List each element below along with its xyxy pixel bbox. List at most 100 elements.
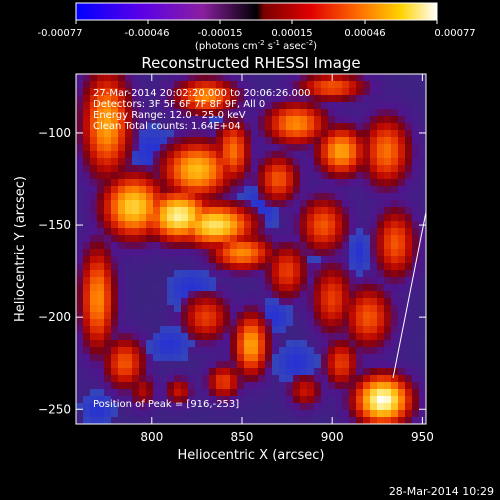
heatmap-cell: [132, 165, 140, 173]
heatmap-cell: [104, 221, 112, 229]
heatmap-cell: [111, 389, 119, 397]
heatmap-cell: [251, 88, 259, 96]
heatmap: [76, 74, 426, 424]
heatmap-cell: [97, 396, 105, 404]
heatmap-cell: [356, 368, 364, 376]
heatmap-cell: [307, 382, 315, 390]
heatmap-cell: [307, 312, 315, 320]
heatmap-cell: [419, 123, 426, 131]
heatmap-cell: [202, 417, 210, 424]
heatmap-cell: [279, 277, 287, 285]
heatmap-cell: [335, 95, 343, 103]
heatmap-cell: [118, 319, 126, 327]
heatmap-cell: [293, 298, 301, 306]
heatmap-cell: [167, 256, 175, 264]
heatmap-cell: [391, 410, 399, 418]
heatmap-cell: [328, 221, 336, 229]
heatmap-cell: [104, 123, 112, 131]
annotation-counts: Clean Total counts: 1.64E+04: [93, 121, 241, 132]
heatmap-cell: [356, 417, 364, 424]
heatmap-cell: [349, 284, 357, 292]
heatmap-cell: [251, 158, 259, 166]
heatmap-cell: [377, 389, 385, 397]
heatmap-cell: [412, 193, 420, 201]
heatmap-cell: [139, 109, 147, 117]
heatmap-cell: [370, 123, 378, 131]
heatmap-cell: [132, 375, 140, 383]
heatmap-cell: [216, 193, 224, 201]
heatmap-cell: [125, 333, 133, 341]
heatmap-cell: [363, 284, 371, 292]
heatmap-cell: [83, 74, 91, 82]
heatmap-cell: [251, 151, 259, 159]
heatmap-cell: [118, 242, 126, 250]
heatmap-cell: [139, 347, 147, 355]
heatmap-cell: [132, 270, 140, 278]
heatmap-cell: [342, 179, 350, 187]
heatmap-cell: [195, 165, 203, 173]
heatmap-cell: [118, 403, 126, 411]
heatmap-cell: [181, 354, 189, 362]
heatmap-cell: [195, 298, 203, 306]
heatmap-cell: [209, 81, 217, 89]
heatmap-cell: [405, 354, 413, 362]
heatmap-cell: [202, 333, 210, 341]
heatmap-cell: [174, 284, 182, 292]
heatmap-cell: [279, 235, 287, 243]
heatmap-cell: [258, 214, 266, 222]
heatmap-cell: [139, 354, 147, 362]
heatmap-cell: [216, 102, 224, 110]
heatmap-cell: [167, 81, 175, 89]
heatmap-cell: [202, 361, 210, 369]
heatmap-cell: [104, 130, 112, 138]
heatmap-cell: [160, 333, 168, 341]
heatmap-cell: [342, 312, 350, 320]
heatmap-cell: [76, 284, 84, 292]
heatmap-cell: [132, 242, 140, 250]
heatmap-cell: [244, 74, 252, 82]
annotation-energy: Energy Range: 12.0 - 25.0 keV: [93, 110, 246, 121]
heatmap-cell: [286, 165, 294, 173]
heatmap-cell: [76, 109, 84, 117]
heatmap-cell: [300, 165, 308, 173]
heatmap-cell: [349, 88, 357, 96]
heatmap-cell: [286, 228, 294, 236]
heatmap-cell: [76, 277, 84, 285]
heatmap-cell: [363, 214, 371, 222]
heatmap-cell: [118, 298, 126, 306]
heatmap-cell: [167, 74, 175, 82]
heatmap-cell: [146, 221, 154, 229]
heatmap-cell: [349, 256, 357, 264]
heatmap-cell: [335, 298, 343, 306]
heatmap-cell: [377, 284, 385, 292]
heatmap-cell: [377, 368, 385, 376]
heatmap-cell: [258, 305, 266, 313]
heatmap-cell: [83, 235, 91, 243]
heatmap-cell: [244, 214, 252, 222]
heatmap-cell: [328, 263, 336, 271]
heatmap-cell: [272, 242, 280, 250]
heatmap-cell: [132, 130, 140, 138]
heatmap-cell: [83, 200, 91, 208]
heatmap-cell: [195, 74, 203, 82]
heatmap-cell: [153, 396, 161, 404]
heatmap-cell: [349, 249, 357, 257]
heatmap-cell: [349, 200, 357, 208]
heatmap-cell: [216, 172, 224, 180]
heatmap-cell: [307, 81, 315, 89]
heatmap-cell: [377, 130, 385, 138]
heatmap-cell: [335, 305, 343, 313]
heatmap-cell: [76, 102, 84, 110]
heatmap-cell: [279, 228, 287, 236]
heatmap-cell: [314, 207, 322, 215]
heatmap-cell: [258, 312, 266, 320]
heatmap-cell: [83, 368, 91, 376]
heatmap-cell: [104, 284, 112, 292]
heatmap-cell: [265, 193, 273, 201]
heatmap-cell: [398, 347, 406, 355]
heatmap-cell: [153, 109, 161, 117]
heatmap-cell: [251, 144, 259, 152]
heatmap-cell: [160, 179, 168, 187]
heatmap-cell: [76, 214, 84, 222]
heatmap-cell: [97, 375, 105, 383]
